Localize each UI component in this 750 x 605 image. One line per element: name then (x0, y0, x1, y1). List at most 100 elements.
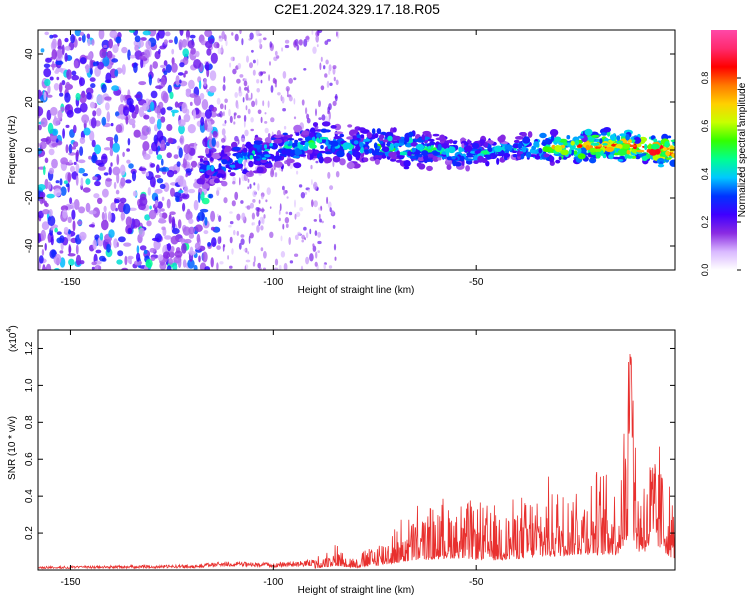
heatmap-cell (247, 178, 250, 183)
heatmap-cell (184, 238, 192, 244)
heatmap-cell (408, 131, 414, 137)
heatmap-cell (143, 114, 150, 120)
heatmap-cell (75, 175, 79, 186)
heatmap-cell (102, 56, 110, 67)
heatmap-cell (329, 207, 332, 213)
heatmap-cell (204, 30, 213, 38)
heatmap-cell (333, 76, 336, 82)
heatmap-cell (566, 135, 571, 140)
heatmap-cell (327, 110, 330, 115)
heatmap-cell (166, 124, 173, 131)
heatmap-cell (260, 79, 263, 84)
heatmap-cell (549, 129, 559, 137)
heatmap-cell (511, 150, 518, 153)
heatmap-cell (232, 56, 235, 62)
heatmap-cell (124, 255, 128, 266)
heatmap-cell (74, 107, 82, 114)
heatmap-cell (256, 225, 260, 233)
heatmap-cell (309, 132, 315, 138)
heatmap-cell (311, 30, 314, 35)
heatmap-cell (282, 132, 288, 136)
heatmap-cell (54, 69, 60, 74)
heatmap-cell (307, 153, 310, 160)
heatmap-cell (187, 40, 195, 49)
heatmap-cell (64, 92, 71, 103)
heatmap-cell (324, 73, 328, 78)
heatmap-cell (116, 241, 120, 248)
heatmap-cell (636, 149, 645, 153)
heatmap-cell (170, 245, 175, 253)
heatmap-cell (92, 239, 97, 250)
heatmap-cell (221, 159, 228, 165)
heatmap-cell (550, 134, 555, 142)
heatmap-cell (96, 175, 102, 181)
heatmap-cell (223, 197, 228, 204)
heatmap-cell (108, 229, 115, 238)
heatmap-cell (617, 149, 627, 156)
heatmap-cell (115, 207, 118, 212)
heatmap-cell (103, 205, 107, 213)
heatmap-cell (118, 236, 126, 243)
heatmap-cell (73, 199, 80, 210)
heatmap-cell (103, 44, 108, 49)
heatmap-cell (432, 133, 440, 137)
heatmap-cell (595, 151, 601, 159)
heatmap-cell (313, 200, 318, 208)
heatmap-cell (67, 216, 72, 223)
heatmap-cell (605, 146, 615, 152)
y-tick-label: 1.0 (24, 378, 35, 392)
heatmap-cell (465, 165, 470, 172)
heatmap-cell (47, 122, 54, 134)
heatmap-cell (233, 121, 236, 125)
heatmap-cell (353, 140, 359, 145)
heatmap-cell (101, 116, 107, 126)
heatmap-cell (179, 62, 185, 68)
heatmap-cell (171, 216, 176, 227)
heatmap-cell (305, 232, 309, 239)
heatmap-cell (127, 255, 134, 260)
heatmap-cell (314, 261, 318, 267)
heatmap-cell (221, 128, 226, 136)
heatmap-cell (577, 135, 585, 139)
heatmap-cell (52, 34, 58, 38)
heatmap-cell (43, 68, 52, 78)
heatmap-cell (232, 68, 237, 75)
heatmap-cell (44, 78, 51, 87)
heatmap-cell (316, 44, 319, 48)
heatmap-cell (421, 134, 426, 141)
heatmap-cell (79, 137, 86, 144)
heatmap-cell (42, 266, 47, 270)
heatmap-cell (86, 33, 91, 39)
heatmap-cell (281, 47, 284, 52)
heatmap-cell (156, 130, 164, 142)
heatmap-cell (655, 148, 661, 155)
heatmap-cell (375, 152, 384, 156)
heatmap-cell (267, 100, 270, 108)
heatmap-cell (334, 123, 342, 131)
heatmap-cell (417, 156, 425, 162)
heatmap-cell (288, 95, 293, 102)
heatmap-cell (525, 151, 532, 158)
heatmap-cell (189, 101, 193, 106)
heatmap-cell (197, 192, 201, 203)
heatmap-cell (346, 161, 355, 170)
heatmap-cell (274, 50, 278, 56)
heatmap-cell (269, 61, 271, 66)
heatmap-cell (48, 167, 55, 175)
heatmap-cell (117, 250, 124, 257)
heatmap-cell (282, 136, 288, 140)
heatmap-cell (373, 142, 378, 149)
heatmap-cell (44, 202, 49, 208)
heatmap-cell (105, 102, 110, 111)
heatmap-cell (216, 262, 219, 270)
heatmap-cell (255, 30, 260, 37)
heatmap-cell (158, 217, 165, 224)
heatmap-cell (577, 147, 582, 154)
heatmap-cell (85, 178, 91, 185)
heatmap-cell (545, 138, 550, 144)
heatmap-cell (168, 39, 173, 43)
heatmap-cell (277, 92, 281, 96)
heatmap-cell (317, 30, 323, 34)
heatmap-cell (332, 160, 335, 168)
heatmap-cell (185, 173, 188, 178)
